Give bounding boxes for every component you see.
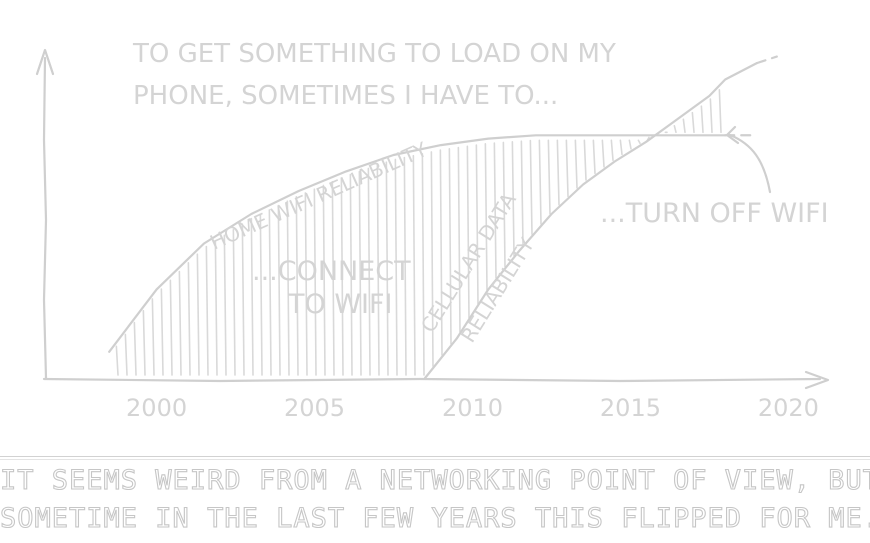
hatch-stroke [511,141,515,257]
annotation-connect-line-2: TO WIFI [287,289,392,320]
hatch-stroke [304,192,308,376]
hatch-stroke [124,333,128,376]
hatch-stroke [709,98,713,134]
hatch-stroke [151,298,155,376]
hatch-stroke [313,188,317,376]
x-tick-label: 2010 [442,394,503,422]
hatch-stroke [439,149,443,356]
x-tick-label: 2015 [600,394,661,422]
hatch-stroke [529,139,533,235]
hatch-stroke [637,139,641,145]
hatch-stroke [214,240,218,376]
hatch-stroke [322,184,326,376]
hatch-stroke [160,288,164,376]
cellular-data-line-trend [755,55,778,65]
home-wifi-line [108,134,727,353]
hatch-stroke [556,139,560,206]
hatch-stroke [421,152,425,376]
hatch-stroke [484,143,488,291]
caption-line-2: SOMETIME IN THE LAST FEW YEARS THIS FLIP… [0,502,870,534]
hatch-stroke [448,148,452,345]
hatch-stroke [394,158,398,376]
hatch-stroke [376,164,380,376]
hatch-stroke [592,139,596,175]
hatch-stroke [196,253,200,376]
hatch-stroke [565,139,569,198]
hatch-stroke [241,223,245,376]
hatch-stroke [538,139,542,225]
x-tick-label: 2020 [758,394,819,422]
x-axis [42,377,822,383]
hatch-stroke [268,209,272,376]
hatch-stroke [619,139,623,156]
hatch-stroke [412,154,416,376]
home-wifi-series-label: HOME WIFI RELIABILITY [206,137,431,255]
chart-title-line-1: TO GET SOMETHING TO LOAD ON MY [132,39,616,69]
hatch-stroke [259,213,263,376]
x-axis-arrow-icon [804,370,830,390]
turn-off-wifi-region [664,88,722,134]
hatch-stroke [547,139,551,215]
y-axis [42,56,48,380]
hatch-stroke [403,156,407,376]
hatch-stroke [178,270,182,376]
caption-line-1: IT SEEMS WEIRD FROM A NETWORKING POINT O… [0,464,870,496]
hatch-stroke [232,228,236,376]
hatch-stroke [691,111,695,134]
x-tick-label: 2005 [284,394,345,422]
hatch-stroke [295,195,299,376]
hatch-stroke [628,139,632,150]
hatch-stroke [493,142,497,279]
hatch-stroke [475,144,479,305]
comic-caption: IT SEEMS WEIRD FROM A NETWORKING POINT O… [0,462,870,538]
hatch-stroke [610,139,614,162]
hatch-stroke [520,140,524,246]
hatch-stroke [205,245,209,376]
hatch-stroke [583,139,587,181]
annotation-turn-off: ...TURN OFF WIFI [600,198,829,229]
hatch-stroke [187,262,191,376]
hatch-stroke [466,145,470,319]
hatch-stroke [385,161,389,376]
y-axis-arrow-icon [35,48,55,76]
caption-divider [0,456,870,460]
hatch-stroke [430,151,434,367]
x-tick-label: 2000 [126,394,187,422]
hatch-stroke [142,309,146,376]
cellular-data-line [424,62,758,380]
reliability-chart: 2000 2005 2010 2015 2020 TO GET SOMETHING TO… [35,39,830,422]
hatch-stroke [340,177,344,376]
hatch-stroke [673,125,677,134]
hatch-stroke [682,118,686,134]
hatch-stroke [115,345,119,376]
hatch-stroke [349,173,353,376]
hatch-stroke [574,139,578,189]
hatch-stroke [286,200,290,376]
hatch-stroke [601,139,605,168]
connect-to-wifi-region [115,136,650,376]
chart-title-line-2: PHONE, SOMETIMES I HAVE TO... [133,81,558,111]
hatch-stroke [700,105,704,134]
hatch-stroke [223,234,227,376]
hatch-stroke [367,167,371,376]
hatch-stroke [502,141,506,268]
hatch-stroke [277,204,281,376]
hatch-stroke [358,170,362,376]
pointer-arrow-icon [725,125,772,194]
hatch-stroke [718,88,722,134]
annotation-connect-line-1: ...CONNECT [252,256,411,287]
hatch-stroke [457,146,461,333]
hatch-stroke [133,321,137,376]
hatch-stroke [169,279,173,376]
hatch-stroke [331,180,335,376]
hatch-stroke [250,217,254,376]
